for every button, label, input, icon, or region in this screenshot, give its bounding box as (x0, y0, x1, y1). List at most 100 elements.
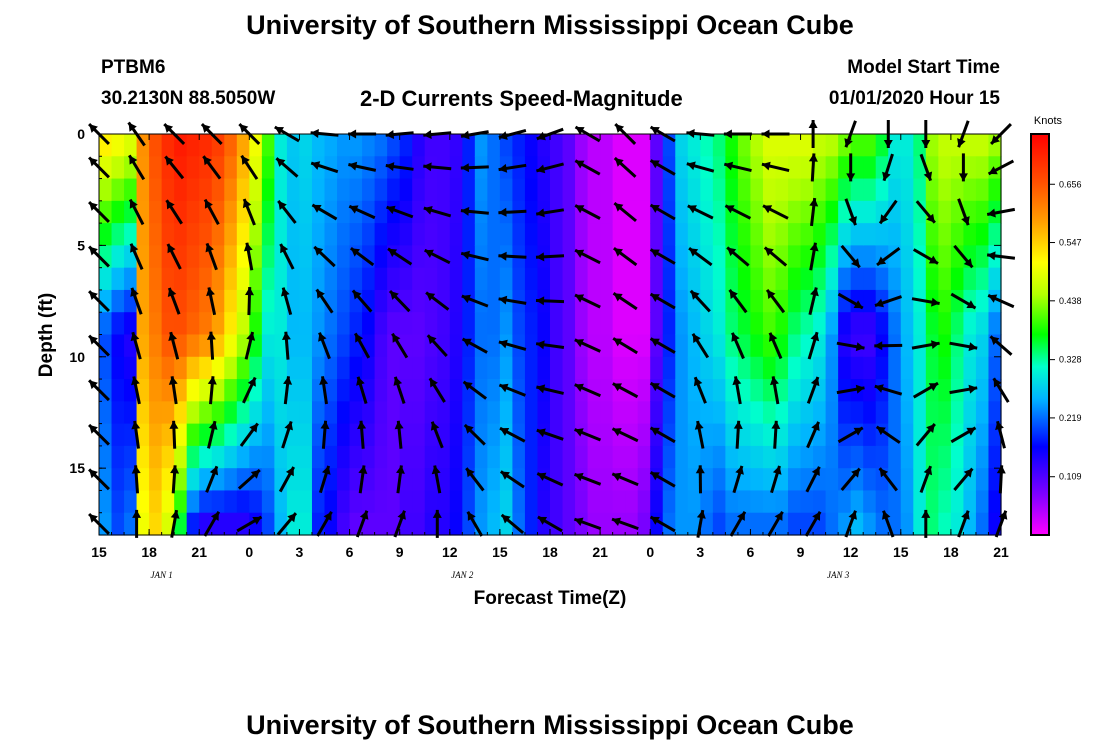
heat-cell (975, 356, 990, 380)
current-vector (465, 467, 485, 492)
heat-cell (737, 134, 752, 157)
heat-cell (800, 156, 814, 180)
heat-cell (875, 445, 889, 469)
heat-cell (675, 289, 689, 313)
heat-cell (813, 445, 827, 469)
current-vector (166, 243, 182, 270)
heat-cell (211, 200, 225, 224)
heat-cell (324, 379, 338, 402)
heat-cell (136, 356, 150, 380)
heat-cell (562, 200, 576, 224)
heat-cell (813, 267, 827, 291)
heat-cell (750, 445, 764, 469)
heat-cell (900, 356, 914, 380)
heat-cell (938, 156, 952, 180)
current-vector (130, 331, 142, 360)
heat-cell (211, 312, 225, 336)
heat-cell (449, 468, 463, 492)
heat-cell (750, 334, 764, 358)
current-vector (385, 162, 414, 172)
heat-cell (437, 267, 451, 291)
heat-cell (587, 267, 601, 291)
heat-cell (700, 289, 714, 313)
current-vector (242, 376, 257, 404)
current-vector (129, 243, 144, 270)
heat-cell (524, 156, 539, 180)
current-vector (649, 471, 676, 488)
heat-cell (174, 267, 188, 291)
heat-cell (988, 334, 1002, 358)
heat-cell (562, 401, 576, 425)
heat-cell (249, 245, 263, 269)
heat-cell (399, 200, 413, 224)
heat-cell (637, 134, 651, 157)
current-vector (244, 331, 256, 360)
station-id: PTBM6 (101, 57, 166, 78)
heat-cell (550, 312, 564, 336)
heat-cell (775, 178, 789, 202)
heat-cell (399, 468, 413, 492)
y-tick-label: 0 (77, 126, 85, 142)
heat-cell (99, 223, 113, 246)
heat-cell (224, 356, 238, 380)
heat-cell (537, 223, 551, 246)
heat-cell (99, 134, 113, 157)
heat-cell (224, 312, 238, 336)
heat-cell (637, 312, 651, 336)
heat-cell (788, 423, 802, 447)
heat-cell (199, 134, 213, 157)
heat-cell (111, 223, 125, 246)
heat-cell (850, 178, 864, 202)
heat-cell (512, 312, 526, 336)
heat-cell (499, 490, 514, 514)
heat-cell (412, 379, 426, 402)
heat-cell (99, 245, 113, 269)
current-vector (689, 289, 711, 313)
heat-cell (186, 289, 200, 313)
heat-cell (825, 423, 839, 447)
heat-cell (524, 379, 539, 402)
x-tick-label: 9 (396, 544, 404, 560)
heat-cell (487, 267, 501, 291)
current-vector (919, 153, 933, 182)
heat-cell (224, 423, 238, 447)
heat-cell (863, 267, 877, 291)
heat-cell (975, 423, 990, 447)
y-tick-label: 15 (69, 460, 85, 476)
heat-cell (612, 490, 626, 514)
date-label: JAN 1 (151, 570, 173, 580)
heat-cell (524, 245, 539, 269)
heat-cell (399, 490, 413, 514)
heat-cell (462, 134, 476, 157)
current-vector (396, 465, 405, 494)
heat-cell (274, 401, 288, 425)
heat-cell (600, 134, 614, 157)
heat-cell (625, 445, 639, 469)
heat-cell (337, 134, 351, 157)
heat-cell (950, 312, 965, 336)
heat-cell (963, 356, 977, 380)
heat-cell (625, 200, 639, 224)
heat-cell (499, 312, 514, 336)
heat-cell (449, 178, 463, 202)
heat-cell (700, 223, 714, 246)
heat-cell (186, 312, 200, 336)
x-tick-label: 3 (696, 544, 704, 560)
heat-cell (424, 401, 438, 425)
heat-cell (161, 312, 175, 336)
heat-cell (750, 178, 764, 202)
heat-cell (437, 134, 451, 157)
heat-cell (136, 512, 150, 536)
heat-cell (650, 267, 664, 291)
current-vector (840, 467, 861, 491)
heat-cell (349, 445, 363, 469)
heat-cell (236, 178, 250, 202)
heat-cell (800, 200, 814, 224)
heat-cell (762, 134, 777, 157)
heat-cell (136, 445, 150, 469)
heat-cell (850, 267, 864, 291)
heat-cell (449, 156, 463, 180)
heat-cell (800, 245, 814, 269)
heat-cell (888, 401, 902, 425)
heat-cell (788, 200, 802, 224)
